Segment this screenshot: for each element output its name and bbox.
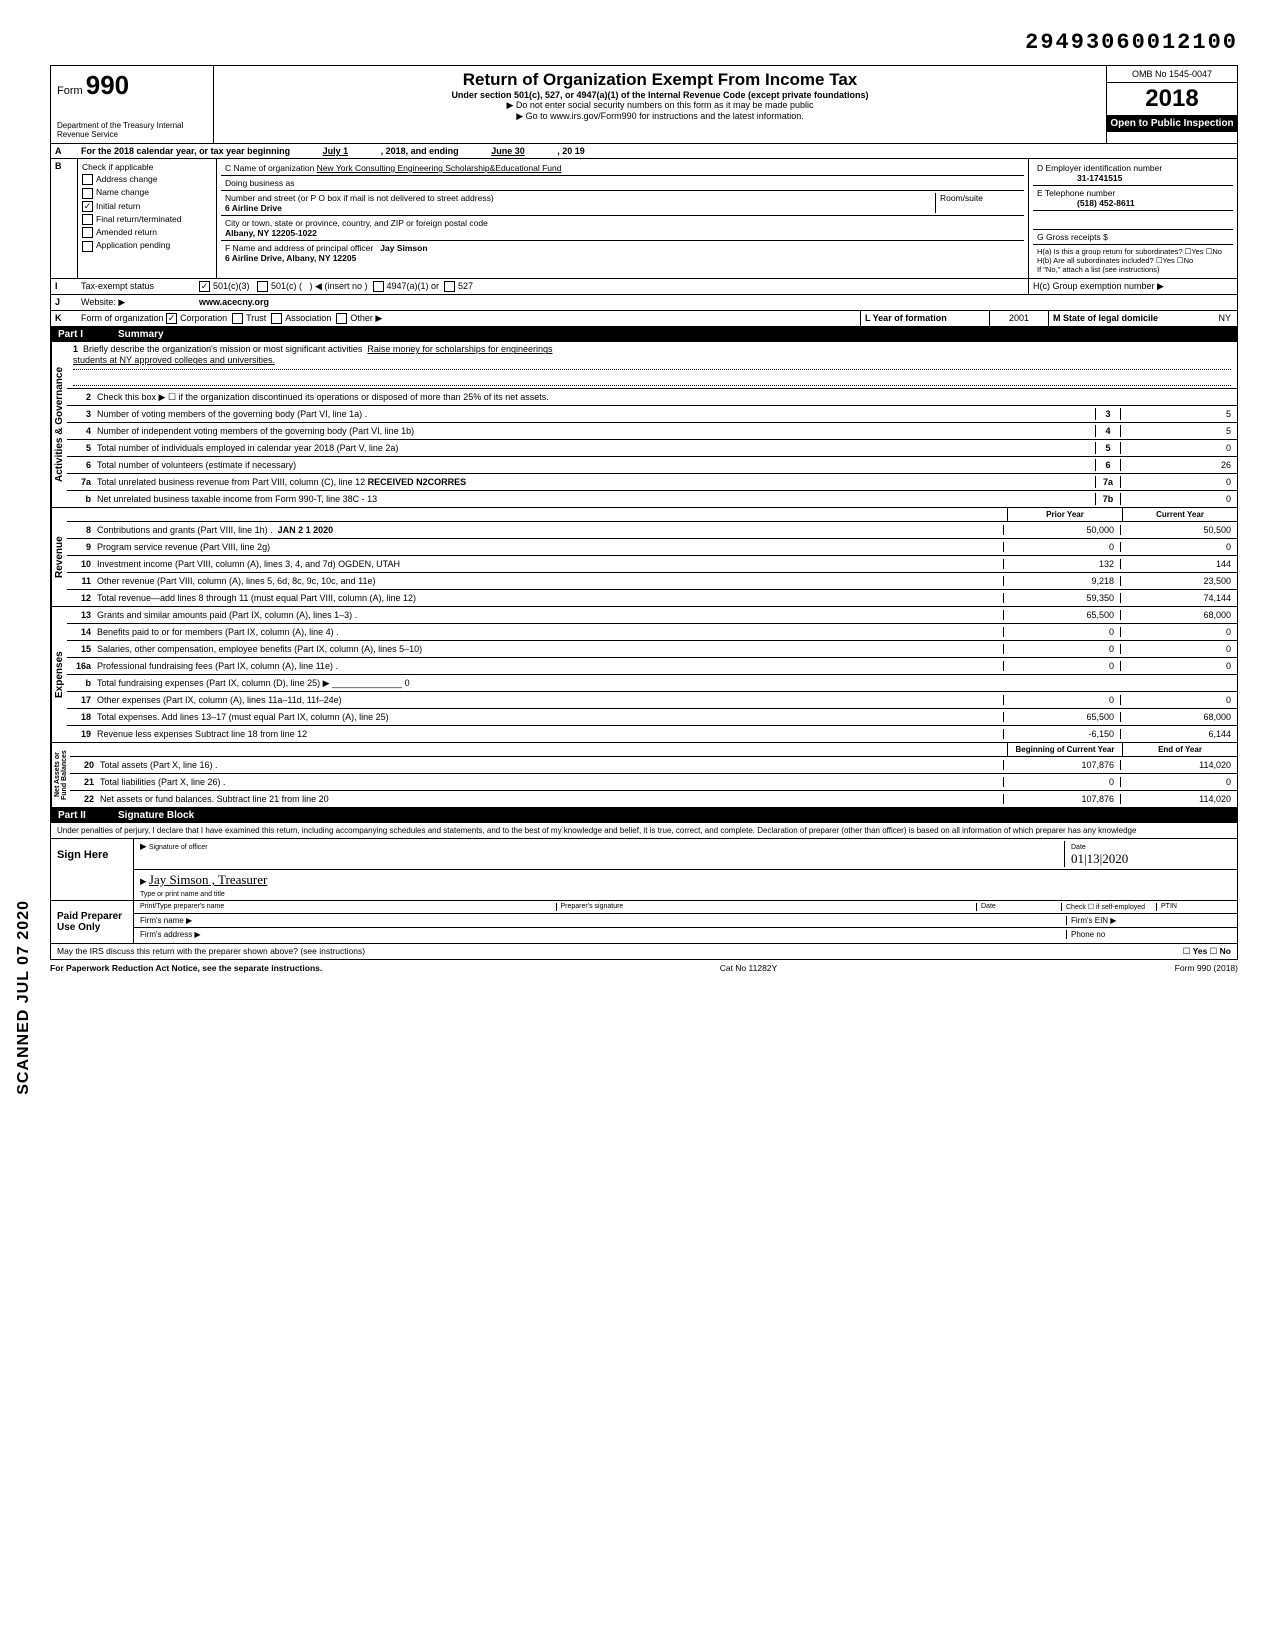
section-netassets: Net Assets orFund Balances Beginning of … [50,743,1238,808]
received-stamp: RECEIVED N2CORRES [368,477,467,487]
line-i: I Tax-exempt status ✓501(c)(3) 501(c) ( … [50,279,1238,295]
part1-header: Part I Summary [50,327,1238,342]
line-k: K Form of organization ✓Corporation Trus… [50,311,1238,327]
perjury-text: Under penalties of perjury, I declare th… [51,823,1237,839]
vert-revenue: Revenue [51,508,67,606]
paid-preparer-label: Paid Preparer Use Only [51,901,134,943]
dept-label: Department of the Treasury Internal Reve… [57,121,207,139]
signature-block: Under penalties of perjury, I declare th… [50,823,1238,960]
col-d: D Employer identification number31-17415… [1028,159,1237,278]
footer: For Paperwork Reduction Act Notice, see … [50,960,1238,976]
section-revenue: Revenue Prior YearCurrent Year 8Contribu… [50,508,1238,607]
form-note2: ▶ Go to www.irs.gov/Form990 for instruct… [220,111,1100,122]
vert-governance: Activities & Governance [51,342,67,507]
entity-block: B Check if applicable Address change Nam… [50,159,1238,279]
vert-netassets: Net Assets orFund Balances [51,743,70,807]
part2-header: Part II Signature Block [50,808,1238,823]
line-j: J Website: ▶ www.acecny.org [50,295,1238,311]
dln-number: 29493060012100 [50,30,1238,55]
form-title: Return of Organization Exempt From Incom… [220,70,1100,90]
omb-number: OMB No 1545-0047 [1107,66,1237,83]
ogden-stamp: OGDEN, UTAH [338,559,400,569]
section-governance: Activities & Governance 1 Briefly descri… [50,342,1238,508]
date-stamp: JAN 2 1 2020 [278,525,334,535]
col-b-checks: Check if applicable Address change Name … [78,159,217,278]
sign-date: 01|13|2020 [1071,851,1128,866]
form-note1: ▶ Do not enter social security numbers o… [220,100,1100,111]
sign-here-label: Sign Here [51,839,134,900]
form-subtitle: Under section 501(c), 527, or 4947(a)(1)… [220,90,1100,100]
open-public: Open to Public Inspection [1107,115,1237,132]
form-label: Form 990 [57,70,207,101]
vert-expenses: Expenses [51,607,67,742]
form-header: Form 990 Department of the Treasury Inte… [50,65,1238,144]
discuss-question: May the IRS discuss this return with the… [57,946,1183,957]
tax-year: 2018 [1107,83,1237,115]
signer-name: Jay Simson , Treasurer [149,872,267,887]
section-expenses: Expenses 13Grants and similar amounts pa… [50,607,1238,743]
line-a: A For the 2018 calendar year, or tax yea… [50,144,1238,159]
col-c: C Name of organization New York Consulti… [217,159,1028,278]
scanned-stamp: SCANNED JUL 07 2020 [15,900,33,1095]
